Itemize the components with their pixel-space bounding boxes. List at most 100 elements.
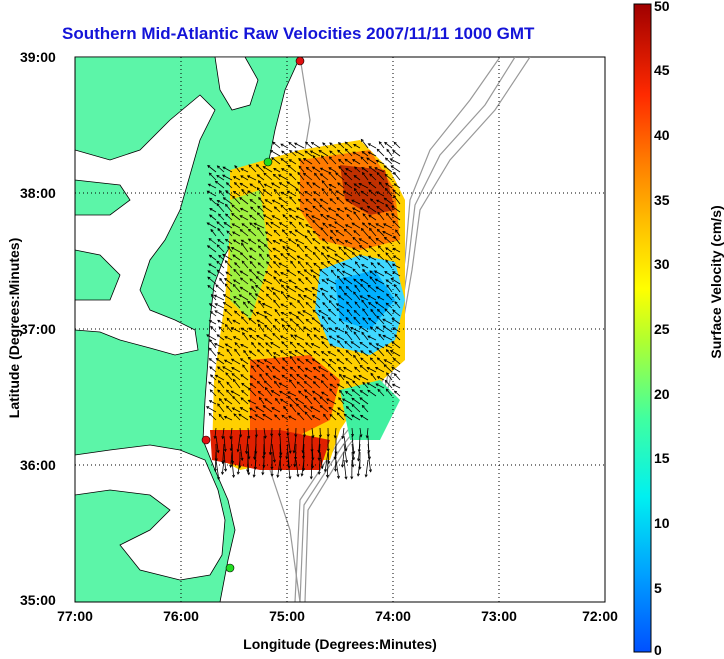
velocity-arrow: [226, 381, 233, 389]
velocity-arrow-head: [216, 221, 220, 225]
velocity-arrow-head: [339, 389, 343, 393]
velocity-arrow: [337, 208, 345, 213]
velocity-arrow-head: [336, 208, 340, 211]
velocity-arrow-head: [224, 323, 228, 328]
velocity-arrow: [319, 268, 329, 277]
velocity-arrow: [384, 237, 393, 245]
velocity-arrow: [233, 191, 241, 197]
velocity-arrow: [233, 336, 241, 341]
velocity-arrow: [339, 318, 345, 325]
velocity-arrow: [257, 239, 265, 245]
velocity-arrow: [329, 383, 337, 389]
velocity-arrow: [362, 382, 369, 389]
velocity-arrow-head: [362, 317, 366, 321]
velocity-arrow: [265, 270, 273, 277]
velocity-arrow: [343, 252, 353, 261]
chesapeake-bay: [75, 94, 216, 356]
velocity-arrow: [209, 358, 217, 365]
velocity-arrow: [273, 240, 281, 245]
velocity-arrow: [368, 143, 377, 149]
velocity-arrow: [326, 215, 337, 221]
velocity-arrow-head: [359, 325, 363, 329]
velocity-arrow: [358, 375, 369, 381]
velocity-arrow-head: [221, 174, 226, 178]
velocity-arrow-head: [288, 311, 292, 315]
velocity-arrow-head: [256, 359, 260, 363]
velocity-arrow-head: [273, 188, 277, 193]
velocity-arrow-head: [328, 335, 332, 339]
velocity-arrow: [281, 414, 289, 421]
velocity-arrow-head: [368, 342, 372, 346]
velocity-arrow-head: [243, 349, 247, 353]
velocity-arrow-head: [281, 374, 285, 378]
velocity-arrow-head: [327, 363, 331, 367]
velocity-arrow: [344, 341, 353, 349]
velocity-arrow-head: [359, 434, 363, 438]
velocity-arrow: [313, 397, 321, 405]
velocity-arrow: [362, 269, 369, 277]
velocity-arrow: [343, 459, 347, 479]
velocity-arrow: [383, 364, 393, 373]
velocity-arrow-head: [383, 197, 387, 201]
velocity-arrow: [225, 213, 233, 221]
velocity-arrow-head: [273, 355, 277, 359]
velocity-arrow-head: [278, 239, 283, 242]
velocity-arrow: [321, 262, 329, 269]
velocity-arrow-head: [313, 274, 317, 279]
velocity-arrow: [298, 390, 305, 397]
velocity-arrow-head: [329, 150, 333, 154]
velocity-arrow: [377, 229, 385, 237]
velocity-arrow-head: [288, 379, 292, 383]
velocity-arrow-head: [288, 450, 292, 454]
velocity-arrow: [303, 172, 313, 181]
velocity-arrow-head: [328, 327, 332, 331]
colorbar-label: Surface Velocity (cm/s): [708, 205, 724, 359]
velocity-arrow-head: [376, 228, 380, 232]
velocity-arrow: [391, 366, 401, 373]
velocity-arrow-head: [209, 374, 214, 378]
velocity-arrow: [288, 279, 297, 285]
velocity-arrow-head: [207, 270, 211, 274]
velocity-arrow: [216, 175, 225, 181]
velocity-arrow: [330, 373, 337, 381]
velocity-arrow-head: [319, 167, 324, 171]
velocity-arrow: [352, 237, 361, 245]
velocity-arrow: [328, 363, 337, 373]
velocity-arrow: [353, 230, 361, 237]
velocity-arrow: [217, 352, 225, 357]
velocity-arrow-head: [233, 310, 238, 314]
velocity-arrow: [293, 435, 297, 453]
velocity-arrow: [295, 188, 305, 197]
velocity-arrow: [298, 198, 305, 205]
velocity-arrow: [271, 443, 276, 463]
x-axis-label: Longitude (Degrees:Minutes): [243, 636, 437, 652]
velocity-arrow: [240, 175, 249, 181]
velocity-arrow-head: [393, 235, 397, 239]
station-north: [295, 57, 305, 66]
velocity-arrow-head: [394, 301, 398, 305]
velocity-arrow: [313, 275, 321, 285]
velocity-arrow-head: [376, 376, 380, 380]
velocity-arrow-head: [312, 238, 316, 242]
velocity-arrow-head: [366, 157, 370, 161]
velocity-arrow: [344, 207, 353, 213]
velocity-arrow-head: [223, 415, 228, 419]
velocity-arrow: [329, 414, 337, 421]
velocity-arrow-head: [368, 235, 372, 240]
velocity-arrow: [223, 222, 233, 229]
velocity-arrow-head: [353, 144, 357, 147]
velocity-arrow-head: [392, 309, 396, 313]
velocity-arrow: [264, 398, 273, 405]
velocity-arrow: [246, 435, 249, 454]
velocity-arrow: [262, 205, 273, 213]
velocity-arrow: [264, 244, 273, 253]
velocity-arrow: [367, 443, 370, 460]
velocity-arrow-head: [240, 457, 244, 462]
velocity-arrow-head: [384, 344, 389, 348]
velocity-arrow-head: [285, 286, 290, 289]
velocity-arrow: [328, 207, 337, 213]
velocity-arrow-head: [394, 293, 398, 297]
velocity-arrow: [269, 435, 273, 455]
velocity-arrow-head: [210, 293, 214, 298]
velocity-arrow-head: [266, 261, 270, 265]
